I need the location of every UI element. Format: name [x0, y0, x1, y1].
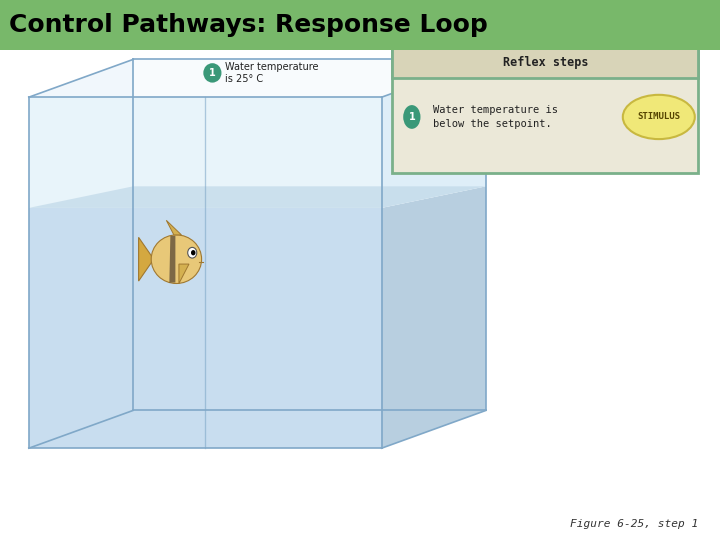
Polygon shape: [169, 236, 176, 282]
Ellipse shape: [623, 95, 695, 139]
Text: Control Pathways: Response Loop: Control Pathways: Response Loop: [9, 13, 487, 37]
Polygon shape: [29, 59, 133, 448]
Polygon shape: [382, 186, 486, 448]
Polygon shape: [179, 264, 189, 284]
Text: 1: 1: [209, 68, 216, 78]
Polygon shape: [138, 238, 154, 281]
Polygon shape: [382, 59, 486, 208]
Text: Figure 6-25, step 1: Figure 6-25, step 1: [570, 519, 698, 529]
Polygon shape: [29, 97, 382, 208]
Ellipse shape: [191, 250, 196, 255]
Text: Water temperature
is 25° C: Water temperature is 25° C: [225, 62, 319, 84]
Bar: [392, 46, 698, 78]
Bar: [392, 46, 698, 173]
Text: STIMULUS: STIMULUS: [637, 112, 680, 122]
Ellipse shape: [203, 63, 222, 83]
Polygon shape: [29, 208, 382, 448]
Polygon shape: [29, 59, 486, 97]
Polygon shape: [29, 186, 486, 208]
Ellipse shape: [403, 105, 420, 129]
Text: Water temperature is
below the setpoint.: Water temperature is below the setpoint.: [433, 105, 559, 129]
Text: 1: 1: [408, 112, 415, 122]
Ellipse shape: [188, 247, 197, 258]
Bar: [0, 0, 720, 50]
Polygon shape: [166, 220, 181, 235]
Text: Reflex steps: Reflex steps: [503, 56, 588, 69]
Ellipse shape: [151, 235, 202, 284]
